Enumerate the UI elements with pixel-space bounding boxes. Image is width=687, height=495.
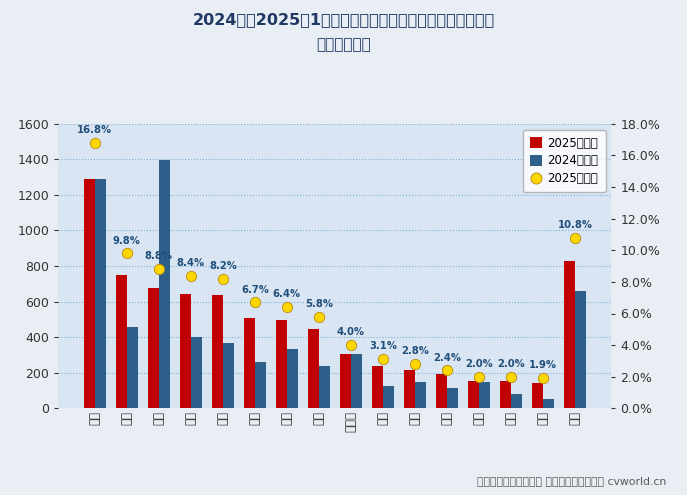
Point (346, 341, 357, 349)
Bar (500, 381, 511, 408)
Text: 10.8%: 10.8% (558, 220, 593, 230)
Bar (415, 382, 426, 408)
Text: 3.1%: 3.1% (369, 342, 397, 351)
Text: 8.4%: 8.4% (177, 257, 205, 268)
Bar (191, 338, 202, 408)
Bar (532, 384, 543, 408)
Bar (127, 327, 138, 408)
Text: 6.7%: 6.7% (241, 285, 269, 295)
Point (377, 355, 388, 363)
Bar (84, 179, 95, 408)
Bar (319, 366, 330, 408)
Point (249, 298, 260, 306)
Text: （单位：辆）: （单位：辆） (316, 37, 371, 52)
Text: 9.8%: 9.8% (113, 236, 141, 246)
Bar (479, 382, 491, 408)
Bar (275, 320, 287, 408)
Bar (308, 329, 319, 408)
Point (89, 139, 100, 147)
Bar (115, 275, 127, 408)
Bar (447, 389, 458, 408)
Bar (404, 370, 415, 408)
Point (122, 249, 133, 257)
Bar (468, 381, 479, 408)
Text: 数据来源：交强险统计 制图：第一商用车网 cvworld.cn: 数据来源：交强险统计 制图：第一商用车网 cvworld.cn (477, 476, 666, 486)
Text: 4.0%: 4.0% (337, 327, 365, 337)
Bar (564, 261, 575, 408)
Point (282, 303, 293, 311)
Bar (244, 318, 255, 408)
Point (570, 234, 581, 242)
Text: 2.8%: 2.8% (401, 346, 429, 356)
Bar (287, 349, 298, 408)
Text: 2.0%: 2.0% (497, 359, 525, 369)
Bar (179, 294, 191, 408)
Point (506, 373, 517, 381)
Text: 5.8%: 5.8% (305, 299, 333, 309)
Text: 1.9%: 1.9% (529, 360, 557, 370)
Bar (351, 354, 362, 408)
Bar (95, 179, 106, 408)
Point (313, 313, 324, 321)
Text: 8.2%: 8.2% (209, 261, 237, 271)
Bar (223, 344, 234, 408)
Text: 2.4%: 2.4% (433, 352, 461, 362)
Point (442, 366, 453, 374)
Bar (339, 354, 351, 408)
Bar (436, 374, 447, 408)
Legend: 2025年累计, 2024年累计, 2025年占比: 2025年累计, 2024年累计, 2025年占比 (523, 130, 605, 192)
Bar (212, 295, 223, 408)
Point (217, 275, 228, 283)
Bar (372, 366, 383, 408)
Bar (511, 394, 522, 408)
Point (409, 360, 420, 368)
Point (153, 265, 164, 273)
Text: 16.8%: 16.8% (77, 125, 112, 135)
Bar (255, 362, 266, 408)
Bar (575, 291, 586, 408)
Bar (383, 386, 394, 408)
Bar (159, 160, 170, 408)
Point (537, 374, 548, 382)
Point (473, 373, 484, 381)
Text: 2024年、2025年1月份天然气重卡终端销售区域上牌量对比: 2024年、2025年1月份天然气重卡终端销售区域上牌量对比 (192, 12, 495, 27)
Text: 8.8%: 8.8% (145, 251, 173, 261)
Bar (543, 399, 554, 408)
Point (185, 272, 196, 280)
Bar (148, 288, 159, 408)
Text: 6.4%: 6.4% (273, 289, 301, 299)
Text: 2.0%: 2.0% (465, 359, 493, 369)
